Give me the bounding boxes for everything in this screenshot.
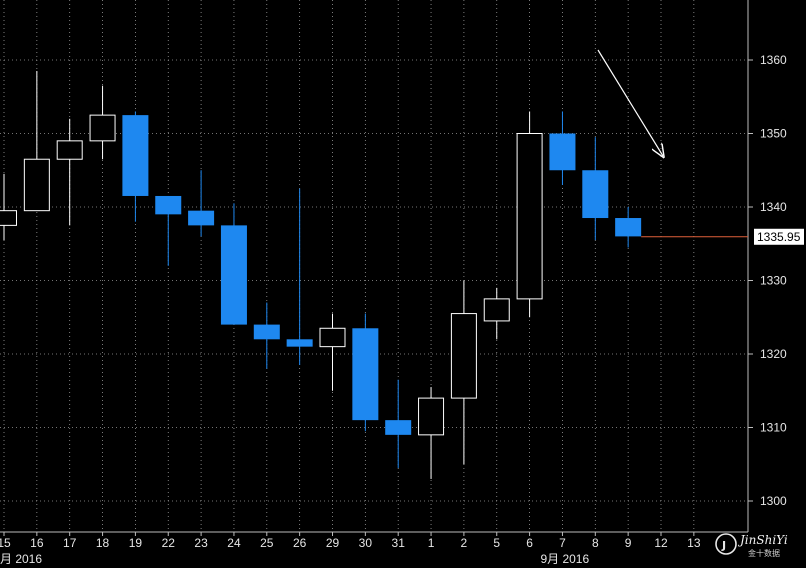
candle-body-down bbox=[188, 210, 215, 226]
x-tick-label: 9 bbox=[625, 536, 632, 550]
candle-body-down bbox=[286, 339, 313, 347]
axes bbox=[0, 0, 749, 533]
candle-body-down bbox=[352, 328, 379, 421]
candle bbox=[286, 188, 313, 366]
candle-body-up bbox=[89, 114, 116, 142]
x-tick-label: 16 bbox=[30, 536, 44, 550]
candle-body-down bbox=[155, 195, 182, 215]
logo-emblem-glyph: J bbox=[721, 539, 726, 552]
y-tick-labels: 1300 1310 1320 1330 1340 1350 1360 bbox=[748, 53, 787, 508]
candle-body-down bbox=[615, 218, 642, 237]
x-tick-label: 30 bbox=[359, 536, 373, 550]
candle-body-down bbox=[549, 133, 576, 171]
candle-body-up bbox=[450, 313, 477, 399]
candle bbox=[56, 118, 83, 226]
x-tick-label: 1 bbox=[428, 536, 435, 550]
logo-text: JinShiYi bbox=[737, 533, 788, 547]
x-tick-label: 31 bbox=[392, 536, 406, 550]
candle-body-up bbox=[319, 327, 346, 348]
candle bbox=[352, 313, 379, 432]
candle bbox=[516, 111, 543, 318]
candle-body-up bbox=[516, 133, 543, 300]
last-price-label: 1335.95 bbox=[757, 230, 801, 244]
x-tick-label: 5 bbox=[493, 536, 500, 550]
x-tick-label: 13 bbox=[687, 536, 701, 550]
candle bbox=[582, 137, 609, 241]
jinshiyi-logo: J JinShiYi 金十数据 bbox=[715, 533, 788, 558]
candle bbox=[450, 280, 477, 465]
x-tick-label: 8 bbox=[592, 536, 599, 550]
x-tick-label: 12 bbox=[654, 536, 668, 550]
x-tick-label: 7 bbox=[559, 536, 566, 550]
candle-body-down bbox=[582, 170, 609, 219]
x-tick-labels: 15 16 17 18 19 22 23 24 25 26 29 30 31 1 2 5 6 7 8 9 12 13 bbox=[0, 532, 701, 550]
candle-body-down bbox=[385, 420, 412, 435]
candle-body-up bbox=[56, 140, 83, 160]
y-tick-label: 1310 bbox=[760, 421, 787, 435]
x-tick-label: 29 bbox=[326, 536, 340, 550]
candle bbox=[253, 302, 280, 369]
candle-body-down bbox=[122, 115, 149, 196]
grid-lines bbox=[0, 0, 748, 532]
last-price-box bbox=[754, 228, 804, 245]
candle bbox=[155, 195, 182, 266]
candle bbox=[615, 207, 642, 248]
candle bbox=[220, 203, 247, 325]
candle-body-up bbox=[23, 158, 50, 212]
x-tick-label: 6 bbox=[526, 536, 533, 550]
candle-body-down bbox=[220, 225, 247, 325]
x-tick-label: 17 bbox=[63, 536, 77, 550]
y-tick-label: 1350 bbox=[760, 127, 787, 141]
logo-emblem-icon bbox=[715, 533, 737, 555]
y-tick-label: 1330 bbox=[760, 274, 787, 288]
candle-body-down bbox=[253, 324, 280, 340]
x-tick-label: 26 bbox=[293, 536, 307, 550]
y-tick-label: 1340 bbox=[760, 200, 787, 214]
candle bbox=[188, 170, 215, 237]
x-tick-label: 18 bbox=[96, 536, 110, 550]
logo-subtext: 金十数据 bbox=[748, 548, 780, 558]
candle bbox=[0, 173, 17, 241]
candle-body-up bbox=[483, 298, 510, 322]
x-tick-label: 25 bbox=[260, 536, 274, 550]
candle bbox=[418, 387, 445, 479]
last-price-marker: 1335.95 bbox=[641, 228, 804, 245]
candle-body-up bbox=[418, 397, 445, 436]
candle-body-up bbox=[0, 210, 17, 226]
x-tick-label: 24 bbox=[227, 536, 241, 550]
month-labels: 月 2016 9月 2016 bbox=[0, 552, 589, 566]
x-tick-label: 23 bbox=[194, 536, 208, 550]
y-tick-label: 1320 bbox=[760, 347, 787, 361]
candle bbox=[549, 111, 576, 185]
candle bbox=[385, 379, 412, 468]
month-label: 9月 2016 bbox=[540, 552, 589, 566]
month-label: 月 2016 bbox=[0, 552, 42, 566]
candle bbox=[483, 287, 510, 340]
candle bbox=[89, 85, 116, 160]
x-tick-label: 2 bbox=[461, 536, 468, 550]
y-tick-label: 1300 bbox=[760, 494, 787, 508]
y-tick-label: 1360 bbox=[760, 53, 787, 67]
x-tick-label: 22 bbox=[162, 536, 176, 550]
x-tick-label: 15 bbox=[0, 536, 11, 550]
candle bbox=[122, 111, 149, 222]
candle bbox=[23, 71, 50, 212]
x-tick-label: 19 bbox=[129, 536, 143, 550]
candle bbox=[319, 313, 346, 391]
candles bbox=[0, 71, 642, 479]
annotation-arrow bbox=[597, 49, 663, 156]
